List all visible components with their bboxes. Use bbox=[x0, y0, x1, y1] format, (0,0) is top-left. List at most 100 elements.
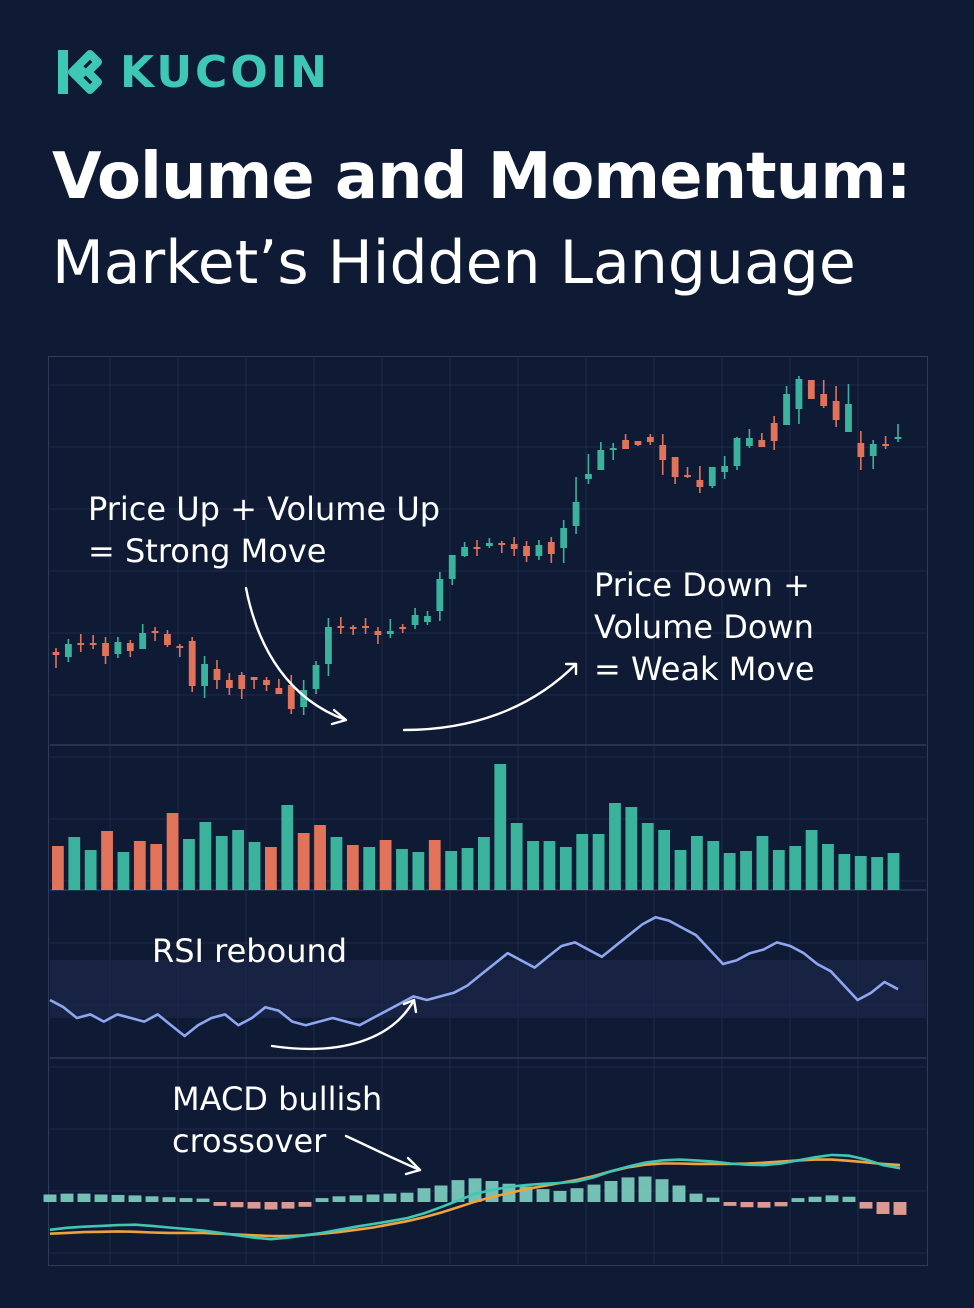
volume-bar bbox=[84, 850, 97, 890]
macd-histogram-bar bbox=[128, 1195, 142, 1202]
volume-bar bbox=[494, 764, 507, 890]
volume-bar bbox=[838, 854, 851, 890]
candle-body bbox=[188, 641, 196, 686]
volume-bar bbox=[478, 837, 490, 890]
macd-histogram-bar bbox=[638, 1176, 652, 1202]
chart-frame bbox=[48, 356, 928, 1266]
candle-body bbox=[250, 677, 258, 680]
candle-body bbox=[386, 631, 394, 634]
candle-body bbox=[894, 437, 902, 439]
macd-histogram-bar bbox=[247, 1202, 261, 1209]
volume-bar bbox=[822, 844, 834, 890]
macd-histogram-bar bbox=[60, 1193, 74, 1202]
volume-bar bbox=[707, 841, 720, 890]
candle-body bbox=[337, 626, 345, 628]
arrow-rsi-rebound-head bbox=[402, 998, 418, 1014]
candle-body bbox=[585, 474, 592, 479]
candle-body bbox=[213, 669, 221, 680]
macd-histogram-bar bbox=[281, 1202, 295, 1209]
price-pane bbox=[52, 376, 902, 715]
macd-histogram-bar bbox=[672, 1185, 686, 1202]
volume-bar bbox=[887, 853, 900, 890]
candle-body bbox=[399, 627, 407, 629]
macd-histogram-bar bbox=[230, 1202, 244, 1208]
candle-body bbox=[783, 394, 790, 425]
macd-histogram-bar bbox=[876, 1202, 890, 1214]
macd-histogram-bar bbox=[723, 1202, 737, 1206]
volume-bar bbox=[543, 841, 556, 890]
volume-bar bbox=[232, 830, 245, 890]
candle-body bbox=[671, 457, 679, 477]
macd-histogram-bar bbox=[689, 1193, 703, 1202]
macd-histogram-bar bbox=[570, 1188, 584, 1202]
candle-body bbox=[523, 546, 530, 556]
macd-histogram-bar bbox=[757, 1202, 771, 1208]
macd-histogram-bar bbox=[893, 1202, 907, 1215]
volume-bar bbox=[527, 841, 539, 890]
macd-signal-line bbox=[49, 1158, 901, 1238]
volume-bar bbox=[871, 857, 884, 890]
candle-body bbox=[275, 688, 283, 694]
candle-body bbox=[560, 528, 568, 548]
macd-histogram-bar bbox=[791, 1198, 805, 1202]
rsi-line bbox=[49, 915, 899, 1038]
volume-bar bbox=[314, 825, 326, 890]
candle-body bbox=[164, 634, 171, 645]
volume-bar bbox=[265, 847, 277, 890]
macd-histogram-bar bbox=[859, 1202, 873, 1209]
arrow-macd-crossover bbox=[344, 1134, 422, 1172]
macd-histogram-bar bbox=[451, 1180, 465, 1202]
candle-body bbox=[114, 642, 122, 654]
candle-body bbox=[362, 626, 369, 628]
volume-bar bbox=[723, 853, 736, 890]
macd-histogram-bar bbox=[383, 1193, 397, 1202]
volume-bar bbox=[641, 823, 654, 890]
macd-histogram-bar bbox=[298, 1202, 312, 1207]
macd-histogram-bar bbox=[400, 1192, 414, 1202]
candle-body bbox=[312, 665, 320, 689]
candle-body bbox=[201, 664, 208, 686]
volume-bar bbox=[248, 842, 261, 890]
candle-body bbox=[151, 631, 159, 633]
annotation-weak-move: Price Down + Volume Down = Weak Move bbox=[594, 566, 815, 688]
macd-line bbox=[49, 1153, 901, 1241]
macd-histogram-bar bbox=[332, 1196, 346, 1202]
volume-bar bbox=[559, 847, 572, 890]
candle-body bbox=[807, 380, 815, 399]
volume-bar bbox=[740, 851, 752, 890]
arrow-macd-crossover-head bbox=[404, 1156, 422, 1176]
macd-histogram-bar bbox=[825, 1195, 839, 1202]
volume-bar bbox=[297, 833, 310, 890]
candle-body bbox=[89, 643, 97, 645]
page-title: Volume and Momentum: bbox=[52, 140, 911, 214]
macd-histogram-bar bbox=[621, 1177, 635, 1202]
rsi-pane bbox=[49, 915, 899, 1038]
macd-histogram-bar bbox=[655, 1179, 669, 1202]
candle-body bbox=[746, 438, 753, 446]
volume-bar bbox=[363, 847, 376, 890]
candle-body bbox=[708, 467, 716, 486]
volume-bar bbox=[428, 840, 441, 890]
candle-body bbox=[498, 543, 506, 545]
volume-bar bbox=[772, 850, 785, 890]
macd-pane bbox=[43, 1153, 907, 1241]
candle-body bbox=[176, 646, 184, 648]
macd-histogram-bar bbox=[366, 1194, 380, 1202]
macd-histogram-bar bbox=[315, 1198, 329, 1202]
volume-bar bbox=[68, 837, 81, 890]
macd-histogram-bar bbox=[706, 1197, 720, 1202]
volume-bar bbox=[576, 834, 589, 890]
candle-body bbox=[857, 443, 865, 457]
volume-bar bbox=[330, 837, 343, 890]
candle-body bbox=[684, 475, 691, 477]
volume-bar bbox=[674, 850, 687, 890]
macd-histogram-bar bbox=[349, 1195, 363, 1202]
candle-body bbox=[349, 627, 357, 629]
volume-bar bbox=[396, 849, 408, 890]
candle-body bbox=[634, 441, 642, 445]
candle-body bbox=[547, 542, 555, 554]
macd-histogram-bar bbox=[145, 1196, 159, 1202]
candle-body bbox=[287, 685, 295, 709]
candle-body bbox=[869, 444, 877, 456]
volume-bar bbox=[658, 830, 671, 890]
